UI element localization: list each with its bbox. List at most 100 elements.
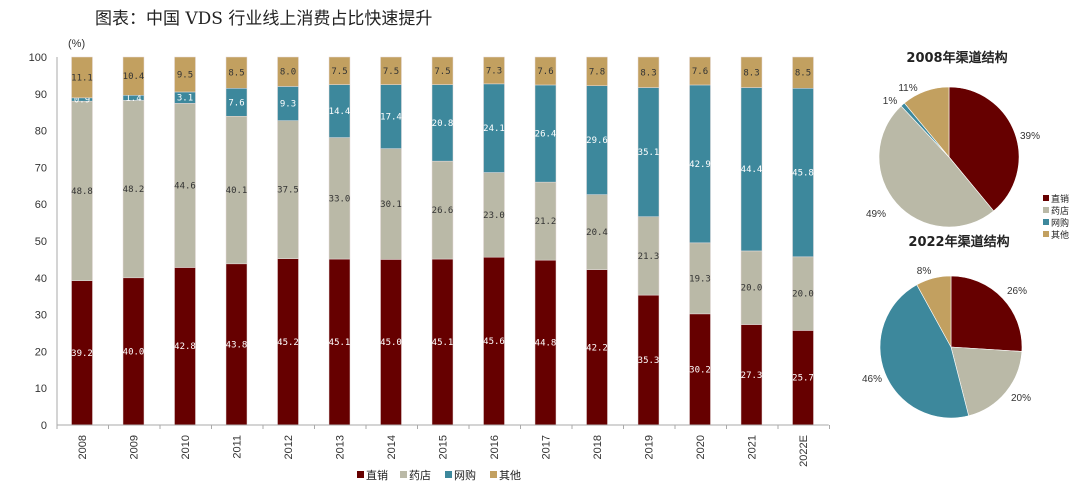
y-tick-label: 90 <box>35 89 47 101</box>
data-label: 44.8 <box>535 339 557 349</box>
x-tick-label: 2020 <box>695 435 707 459</box>
data-label: 45.8 <box>792 169 814 179</box>
y-tick-label: 60 <box>35 199 47 211</box>
data-label: 42.8 <box>174 342 196 352</box>
data-label: 26.4 <box>535 130 557 140</box>
pie-legend-label: 直销 <box>1051 193 1069 205</box>
y-axis: 0 10 20 30 40 50 60 70 80 90 100 <box>29 52 58 432</box>
pie-label: 39% <box>1020 131 1040 142</box>
pie-slice-药店 <box>878 105 995 228</box>
pie-slice-直销 <box>948 86 1020 212</box>
data-label: 21.2 <box>535 217 557 227</box>
data-label: 42.2 <box>586 343 608 353</box>
data-label: 25.7 <box>792 374 814 384</box>
bar-segment-其他 <box>689 56 711 86</box>
data-label: 9.3 <box>280 100 296 110</box>
legend-label: 网购 <box>454 468 476 482</box>
data-label: 0.9 <box>74 96 90 106</box>
data-label: 35.3 <box>638 356 660 366</box>
y-axis-unit-label: (%) <box>68 38 85 50</box>
data-label: 7.6 <box>537 67 553 77</box>
data-label: 8.5 <box>795 69 811 79</box>
legend-swatch-其他 <box>490 471 497 478</box>
pie-slice-其他 <box>903 86 950 158</box>
data-label: 37.5 <box>277 186 299 196</box>
data-label: 27.3 <box>741 371 763 381</box>
bar-segment-其他 <box>792 56 814 89</box>
stacked-bars: 39.2 48.8 0.9 11.1 40.0 48.2 1.4 10.4 42.8 44.6 3.… <box>71 56 814 426</box>
bar-segment-其他 <box>740 56 763 88</box>
y-tick-label: 50 <box>35 236 47 248</box>
data-label: 45.6 <box>483 337 505 347</box>
data-label: 7.5 <box>331 67 347 77</box>
pie-label: 26% <box>1007 286 1027 297</box>
legend-label: 其他 <box>499 469 521 482</box>
pie-legend-swatch-网购 <box>1043 219 1049 225</box>
chart-title: 图表：中国 VDS 行业线上消费占比快速提升 <box>95 9 433 29</box>
data-label: 44.4 <box>741 165 763 175</box>
y-tick-label: 30 <box>35 310 47 322</box>
pie-2022: 2022年渠道结构 26% 20% 46% 8% <box>862 234 1031 419</box>
data-label: 26.6 <box>432 206 454 216</box>
pie-label: 49% <box>866 209 886 220</box>
data-label: 20.8 <box>432 119 454 129</box>
legend-swatch-直销 <box>357 471 364 478</box>
bar-segment-其他 <box>637 56 660 88</box>
pie-label: 20% <box>1011 393 1031 404</box>
data-label: 7.8 <box>589 67 605 77</box>
pie-legend-swatch-直销 <box>1043 195 1049 201</box>
x-tick-label: 2017 <box>541 435 553 459</box>
data-label: 17.4 <box>380 113 402 123</box>
bar-segment-其他 <box>483 56 505 85</box>
pie-legend-label: 其他 <box>1051 229 1069 241</box>
data-label: 39.2 <box>71 349 93 359</box>
x-tick-label: 2022E <box>798 435 810 467</box>
data-label: 40.1 <box>226 186 248 196</box>
pie-title: 2008年渠道结构 <box>906 50 1007 66</box>
legend-label: 直销 <box>366 468 388 482</box>
data-label: 7.5 <box>434 67 450 77</box>
data-label: 45.1 <box>329 338 351 348</box>
y-tick-label: 40 <box>35 273 47 285</box>
data-label: 30.1 <box>380 200 402 210</box>
y-tick-label: 100 <box>29 52 47 64</box>
bar-segment-其他 <box>225 56 248 89</box>
pie-label: 1% <box>883 96 898 107</box>
x-tick-label: 2019 <box>644 435 656 459</box>
data-label: 48.8 <box>71 187 93 197</box>
data-label: 3.1 <box>177 94 193 104</box>
pie-label: 8% <box>917 266 932 277</box>
data-label: 33.0 <box>329 194 351 204</box>
data-label: 20.4 <box>586 228 608 238</box>
pie-legend-label: 药店 <box>1051 205 1069 217</box>
x-tick-label: 2014 <box>386 435 398 459</box>
bar-segment-其他 <box>380 56 402 85</box>
legend-swatch-网购 <box>445 471 452 478</box>
pie-legend-label: 网购 <box>1051 217 1069 229</box>
x-tick-label: 2018 <box>592 435 604 459</box>
pie-label: 11% <box>898 83 917 94</box>
data-label: 14.4 <box>329 107 351 117</box>
data-label: 8.5 <box>228 69 244 79</box>
bar-segment-其他 <box>586 56 608 86</box>
data-label: 43.8 <box>226 340 248 350</box>
y-tick-label: 20 <box>35 346 47 358</box>
pie-slice-药店 <box>950 346 1023 417</box>
data-label: 7.6 <box>692 67 708 77</box>
pie-legend-swatch-药店 <box>1043 207 1049 213</box>
data-label: 7.3 <box>486 66 502 76</box>
data-label: 42.9 <box>689 160 711 170</box>
data-label: 21.3 <box>638 252 660 262</box>
bar-legend: 直销 药店 网购 其他 <box>357 468 521 482</box>
bar-segment-其他 <box>277 56 299 87</box>
bar-segment-其他 <box>328 56 351 85</box>
y-tick-label: 0 <box>41 420 47 432</box>
pie-2008: 2008年渠道结构 39% 49% 1%11% <box>866 50 1040 228</box>
data-label: 1.4 <box>125 94 141 104</box>
x-tick-label: 2021 <box>747 435 759 459</box>
x-tick-label: 2012 <box>283 435 295 459</box>
x-tick-label: 2015 <box>438 435 450 459</box>
legend-label: 药店 <box>409 468 431 482</box>
data-label: 7.5 <box>383 67 399 77</box>
y-tick-label: 80 <box>35 126 47 138</box>
